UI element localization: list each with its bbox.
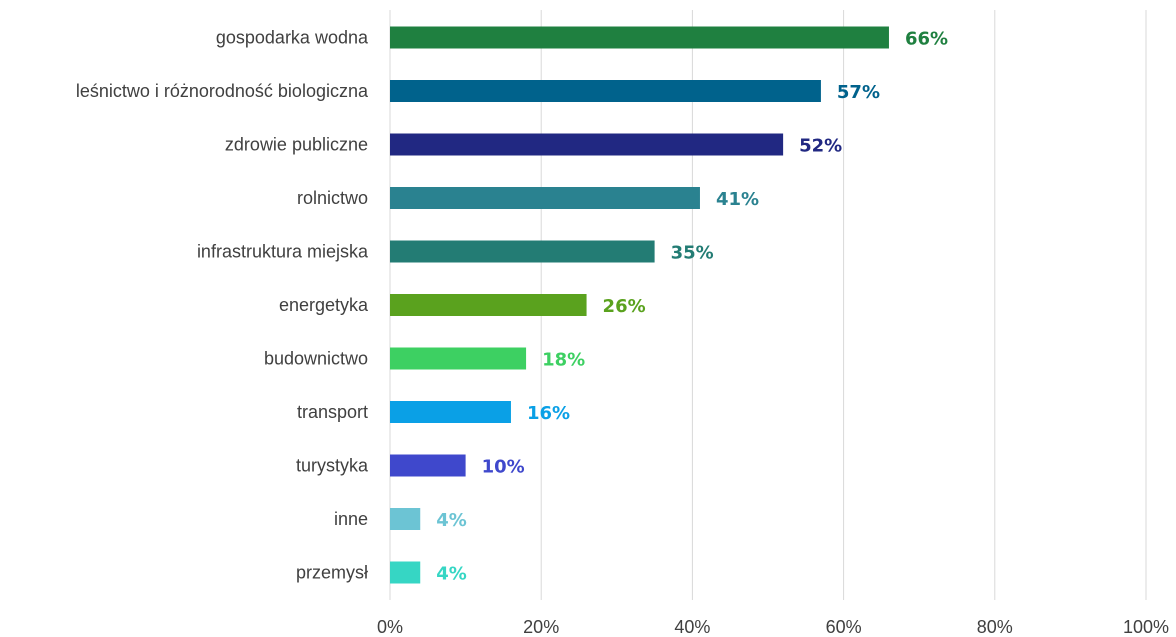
- category-label: budownictwo: [264, 349, 368, 369]
- bar: [390, 26, 889, 49]
- bar: [390, 561, 421, 584]
- category-label: infrastruktura miejska: [197, 242, 369, 262]
- category-label: inne: [334, 509, 368, 529]
- x-tick-label: 60%: [826, 617, 862, 637]
- x-tick-label: 100%: [1123, 617, 1169, 637]
- x-tick-label: 40%: [674, 617, 710, 637]
- gridlines: [389, 10, 1147, 600]
- bar: [390, 80, 821, 102]
- category-label: zdrowie publiczne: [225, 135, 368, 155]
- value-label: 26%: [603, 296, 646, 317]
- bar: [390, 294, 587, 316]
- x-axis-tick-labels: 0% 20% 40% 60% 80% 100%: [377, 617, 1169, 637]
- value-label: 41%: [716, 189, 759, 210]
- value-labels: 66% 57% 52% 41% 35% 26% 18% 16% 10% 4% 4%: [436, 29, 948, 585]
- value-label: 4%: [436, 564, 467, 585]
- bar: [390, 240, 655, 263]
- bar: [390, 347, 527, 370]
- category-label: energetyka: [279, 295, 369, 315]
- category-label: przemysł: [296, 563, 368, 583]
- category-label: turystyka: [296, 456, 369, 476]
- value-label: 18%: [542, 350, 585, 371]
- category-labels: gospodarka wodna leśnictwo i różnorodność…: [76, 28, 369, 583]
- bar: [390, 454, 466, 477]
- value-label: 16%: [527, 403, 570, 424]
- value-label: 10%: [482, 457, 525, 478]
- bar: [390, 187, 700, 209]
- x-tick-label: 20%: [523, 617, 559, 637]
- category-label: transport: [297, 402, 368, 422]
- category-label: leśnictwo i różnorodność biologiczna: [76, 81, 369, 101]
- value-label: 35%: [671, 243, 714, 264]
- value-label: 57%: [837, 82, 880, 103]
- category-label: gospodarka wodna: [216, 28, 369, 48]
- bar: [390, 508, 421, 530]
- bar: [390, 401, 511, 423]
- bar: [390, 133, 784, 156]
- category-label: rolnictwo: [297, 188, 368, 208]
- x-tick-label: 0%: [377, 617, 403, 637]
- value-label: 4%: [436, 510, 467, 531]
- value-label: 66%: [905, 29, 948, 50]
- bars: [390, 26, 889, 584]
- x-tick-label: 80%: [977, 617, 1013, 637]
- value-label: 52%: [799, 136, 842, 157]
